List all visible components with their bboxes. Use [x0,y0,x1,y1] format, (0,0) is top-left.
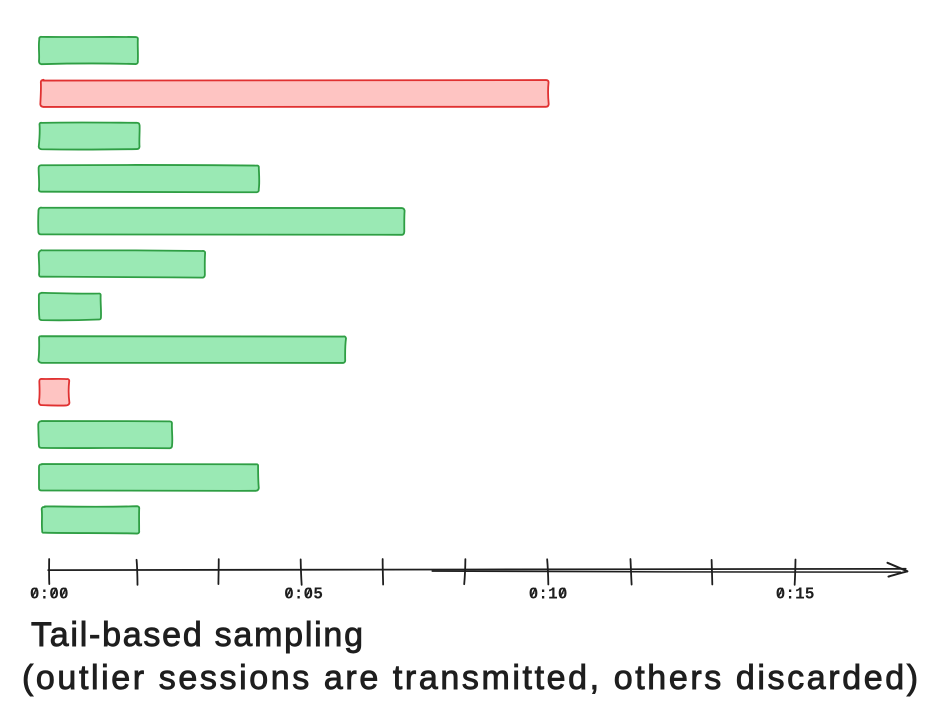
svg-text:0:10: 0:10 [529,585,568,603]
svg-text:0:00: 0:00 [30,585,69,603]
svg-text:0:15: 0:15 [776,585,815,603]
svg-text:0:05: 0:05 [284,585,323,603]
